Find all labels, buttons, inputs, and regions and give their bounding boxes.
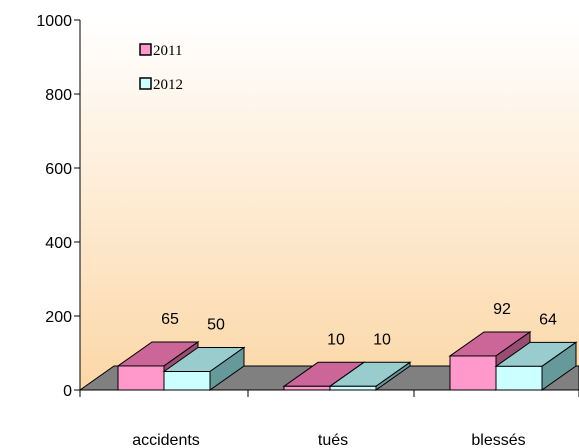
bar-front [449,355,497,391]
y-tick-label: 400 [45,235,72,252]
bar-front [495,365,543,391]
legend: 2011 2012 [139,43,183,93]
data-label: 10 [327,331,345,348]
y-tick-label: 800 [45,87,72,104]
legend-label: 2011 [153,43,182,59]
y-tick-label: 200 [45,309,72,326]
bars [116,330,578,391]
x-category-label: tués [318,432,348,448]
data-label: 50 [207,317,225,334]
data-label: 65 [161,311,179,328]
bar-front [117,365,165,391]
x-category-label: blessés [471,432,525,448]
bar-front [283,385,331,391]
x-category-label: accidents [132,432,200,448]
bar [162,346,246,391]
data-label: 10 [373,331,391,348]
bar [494,341,578,391]
axes: 0 200 400 600 800 1000 accidents tués blessés [36,13,579,448]
legend-swatch [139,77,152,90]
bar-front [163,371,211,391]
legend-label: 2012 [153,77,183,93]
data-label: 92 [493,301,511,318]
y-tick-label: 600 [45,161,72,178]
y-tick-label: 0 [63,383,72,400]
bar-front [329,385,377,391]
data-labels: 65 50 10 10 92 64 [161,301,557,348]
y-tick-label: 1000 [36,13,72,30]
bar [328,361,412,391]
data-label: 64 [539,311,557,328]
plot-background [80,20,579,390]
legend-swatch [139,43,152,56]
